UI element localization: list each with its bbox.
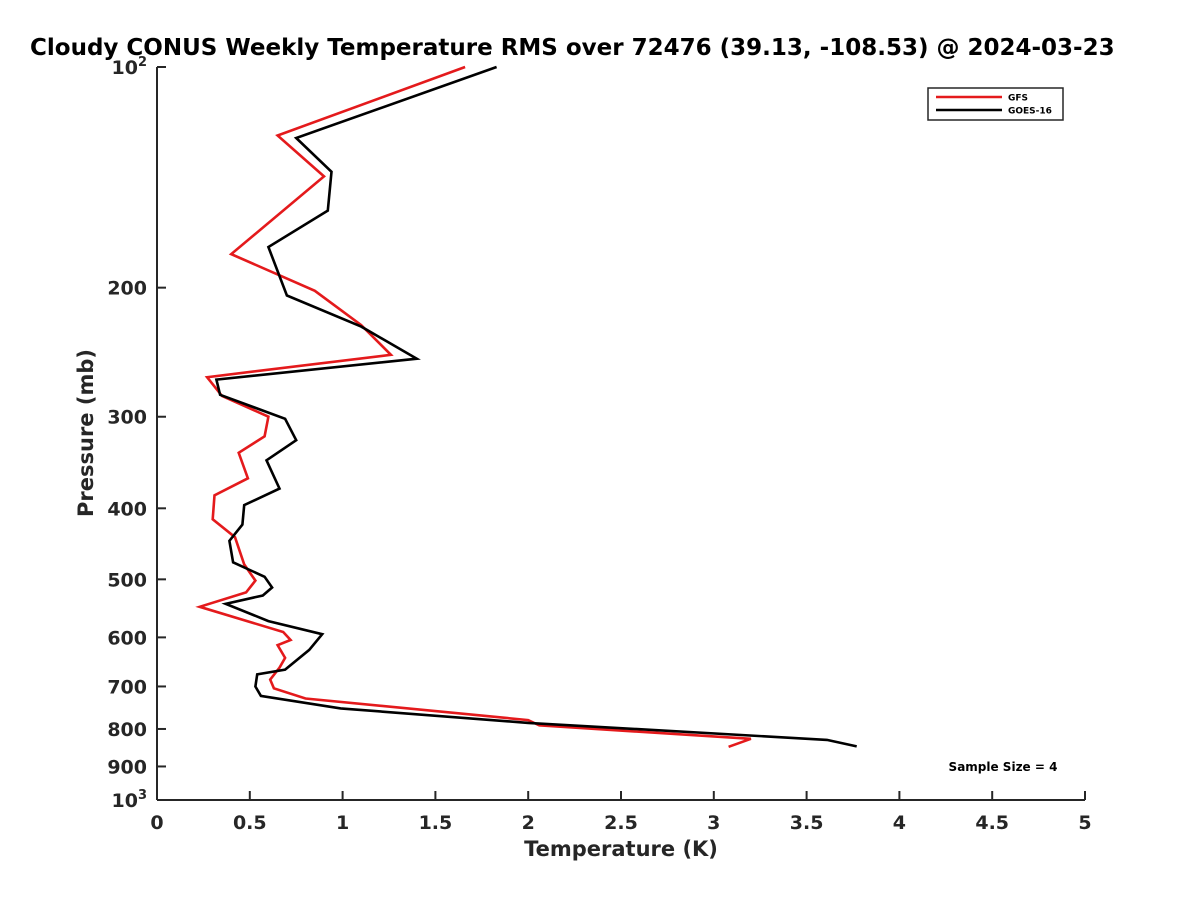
legend-label: GFS — [1008, 94, 1028, 104]
x-tick-label: 0.5 — [233, 812, 267, 834]
y-tick-label: 300 — [107, 407, 147, 429]
y-tick-label: 103 — [112, 788, 148, 812]
y-tick-label: 800 — [107, 719, 147, 741]
y-tick-label: 600 — [107, 627, 147, 649]
sample-size-annotation: Sample Size = 4 — [949, 760, 1058, 774]
x-tick-label: 3.5 — [790, 812, 824, 834]
x-tick-label: 2.5 — [604, 812, 638, 834]
series-line-goes-16 — [214, 65, 857, 748]
x-axis-label: Temperature (K) — [524, 837, 718, 861]
x-tick-label: 0 — [150, 812, 163, 834]
y-tick-label: 102 — [112, 55, 148, 79]
chart-title: Cloudy CONUS Weekly Temperature RMS over… — [30, 35, 1115, 61]
x-tick-label: 3 — [707, 812, 720, 834]
plot-area: 0 0.5 1 1.5 2 2.5 3 3.5 4 4.5 5 102 200 300 400 500 600 7… — [107, 55, 1091, 834]
y-tick-label: 500 — [107, 569, 147, 591]
x-tick-label: 2 — [522, 812, 535, 834]
legend-label: GOES-16 — [1008, 107, 1052, 117]
y-tick-label: 900 — [107, 756, 147, 778]
y-tick-label: 200 — [107, 278, 147, 300]
x-tick-label: 5 — [1078, 812, 1091, 834]
legend-box — [927, 87, 1064, 121]
y-tick-label: 400 — [107, 498, 147, 520]
y-axis-label: Pressure (mb) — [74, 349, 98, 517]
legend: GFS GOES-16 — [927, 87, 1064, 121]
y-tick-label: 700 — [107, 676, 147, 698]
series-line-gfs — [195, 65, 752, 749]
x-tick-label: 4 — [893, 812, 906, 834]
x-tick-label: 1 — [336, 812, 349, 834]
x-tick-label: 1.5 — [419, 812, 453, 834]
x-tick-label: 4.5 — [975, 812, 1009, 834]
